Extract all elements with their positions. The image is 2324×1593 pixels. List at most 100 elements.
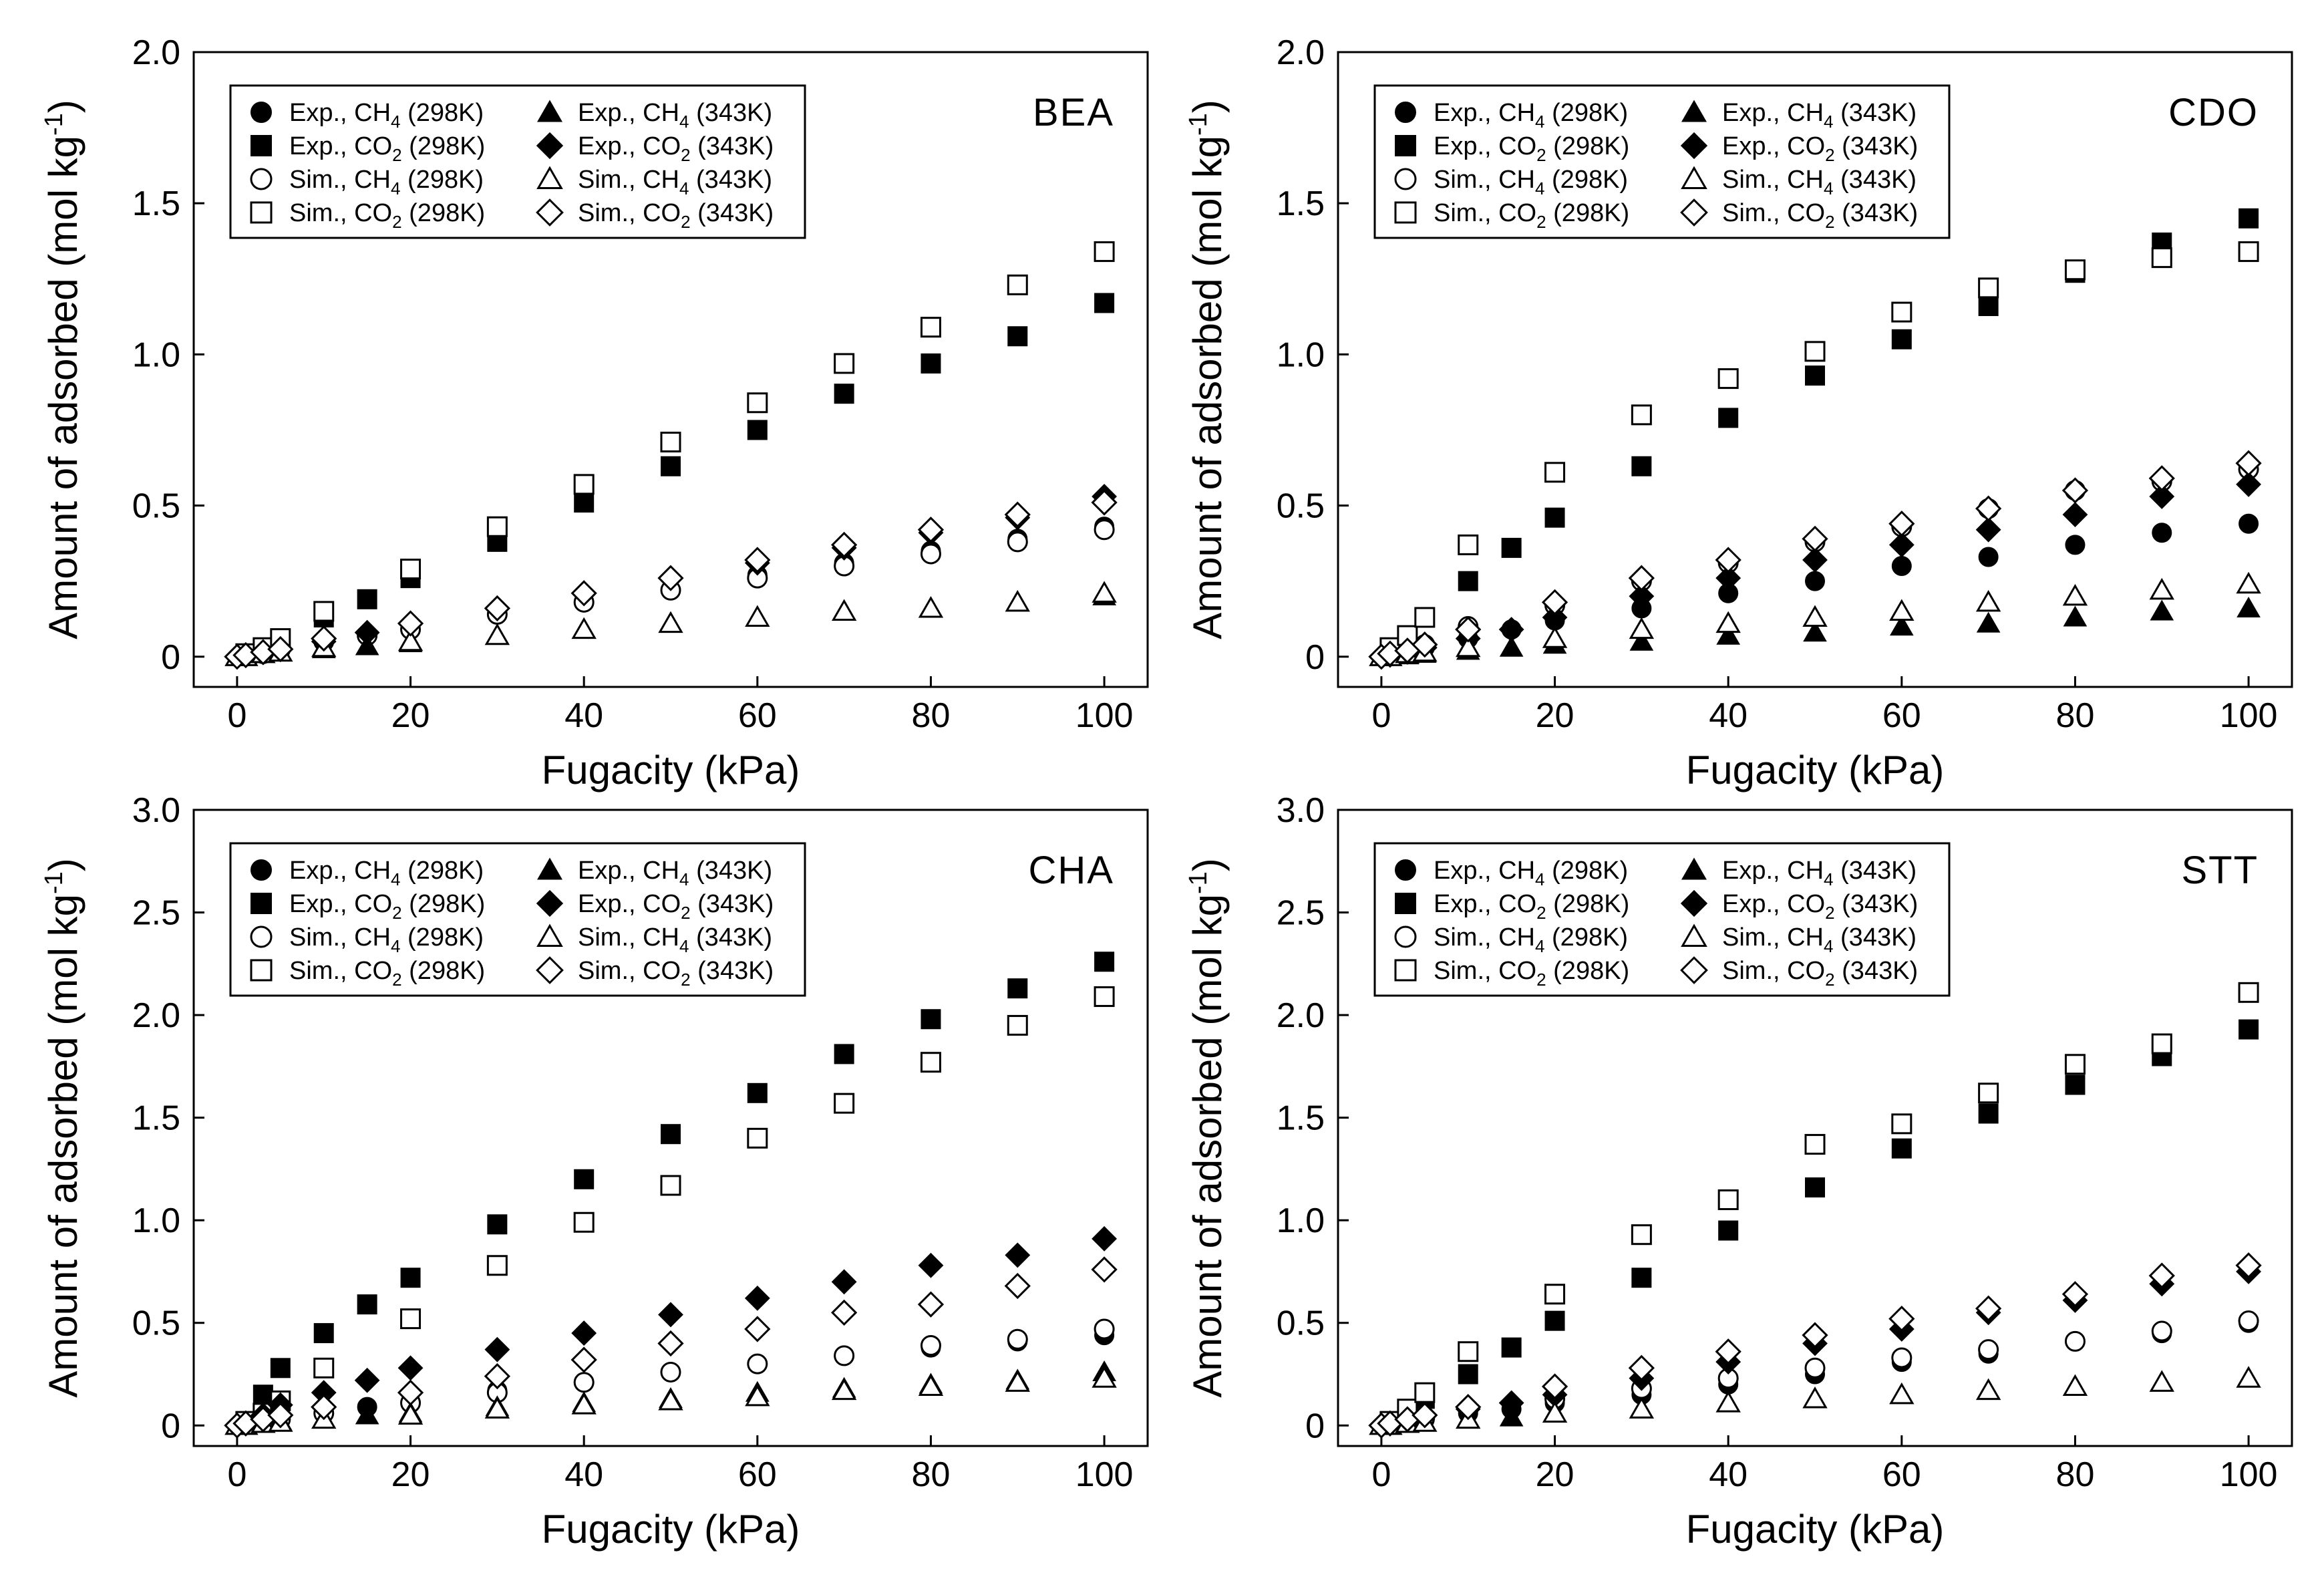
data-point (1542, 1401, 1568, 1423)
data-point (2236, 596, 2261, 617)
data-point (1458, 1341, 1479, 1362)
data-point (747, 420, 768, 440)
data-point (253, 1385, 273, 1405)
data-point (2238, 982, 2259, 1003)
data-point (571, 617, 597, 639)
data-point (1455, 1394, 1482, 1421)
legend-label: Exp., CH4 (343K) (1722, 99, 1917, 132)
data-point (400, 1268, 421, 1288)
legend-label: Sim., CH4 (343K) (1722, 923, 1917, 956)
legend-box (229, 842, 806, 997)
data-point (1005, 1242, 1031, 1268)
data-point (2238, 208, 2259, 229)
y-tick-label: 2.0 (132, 33, 180, 72)
legend-marker (251, 102, 272, 123)
data-point (1501, 537, 1522, 558)
data-point (2062, 502, 2088, 528)
data-point (1888, 511, 1915, 537)
y-axis-title: Amount of adsorbed (mol kg-1) (1184, 100, 1230, 639)
data-point (1091, 489, 1118, 516)
data-point (2149, 1370, 2174, 1392)
data-point (1544, 462, 1566, 483)
data-point (2148, 465, 2175, 492)
data-point (1456, 635, 1481, 658)
data-point (1804, 341, 1826, 362)
legend-box (1373, 84, 1951, 239)
legend-marker (537, 857, 562, 880)
data-point (1802, 605, 1828, 627)
data-point (1891, 1138, 1912, 1159)
y-tick-label: 2.0 (1277, 33, 1325, 72)
data-point (745, 1384, 770, 1407)
data-point (484, 1362, 510, 1390)
data-point (2236, 1366, 2261, 1388)
data-point (1804, 1357, 1826, 1379)
data-point (2150, 599, 2174, 621)
data-point (1804, 1134, 1826, 1155)
data-point (1005, 1370, 1030, 1392)
data-point (1975, 589, 2001, 612)
x-tick-label: 60 (1882, 1455, 1921, 1494)
legend-label: Exp., CO2 (298K) (1434, 132, 1629, 165)
data-point (571, 1393, 597, 1415)
legend-label: Exp., CH4 (343K) (578, 857, 772, 889)
legend-marker (1395, 859, 1416, 881)
legend-marker (250, 925, 273, 948)
data-point (834, 353, 855, 374)
data-point (834, 384, 854, 404)
data-point (1094, 519, 1115, 541)
data-point (1091, 1256, 1118, 1283)
legend-marker (1681, 100, 1707, 122)
data-point (357, 1294, 377, 1315)
data-point (921, 353, 941, 374)
legend-marker (1680, 889, 1708, 917)
data-point (357, 589, 377, 609)
data-point (921, 1009, 941, 1030)
data-point (2238, 1310, 2259, 1332)
data-point (2064, 259, 2086, 281)
data-point (920, 1335, 941, 1356)
x-tick-label: 80 (912, 696, 951, 735)
data-point (1975, 495, 2002, 522)
data-point (1891, 301, 1913, 323)
data-point (2151, 247, 2172, 269)
data-point (658, 1389, 683, 1411)
data-point (571, 1320, 597, 1346)
data-point (1499, 1405, 1524, 1427)
data-point (2236, 571, 2261, 594)
legend-label: Sim., CH4 (298K) (1434, 166, 1628, 198)
data-point (1889, 1382, 1915, 1405)
data-point (1455, 616, 1482, 643)
data-point (1092, 1366, 1117, 1388)
data-point (661, 456, 681, 476)
data-point (831, 531, 858, 559)
data-point (2061, 1281, 2089, 1308)
y-tick-label: 1.0 (132, 335, 180, 374)
data-point (918, 595, 944, 618)
data-point (2238, 241, 2259, 263)
data-point (1092, 581, 1117, 603)
data-point (1631, 1224, 1652, 1246)
data-point (1888, 532, 1915, 558)
series-3 (1379, 241, 2259, 658)
legend-marker (536, 132, 564, 160)
x-tick-label: 0 (1371, 1455, 1391, 1494)
y-tick-label: 0.5 (132, 487, 180, 526)
y-tick-label: 3.0 (132, 791, 180, 830)
data-point (1975, 1378, 2001, 1401)
data-point (1629, 1397, 1655, 1419)
data-point (1889, 599, 1915, 621)
y-tick-label: 2.0 (132, 996, 180, 1035)
x-tick-label: 20 (1536, 1455, 1574, 1494)
data-point (313, 1323, 334, 1344)
data-point (1007, 274, 1028, 295)
data-point (747, 1082, 768, 1103)
x-axis-title: Fugacity (kPa) (1686, 748, 1945, 792)
data-point (397, 610, 424, 637)
data-point (1005, 589, 1030, 612)
data-point (484, 595, 510, 622)
legend-marker (1394, 925, 1417, 948)
data-point (2238, 1019, 2259, 1040)
series-7 (1368, 1252, 2262, 1439)
